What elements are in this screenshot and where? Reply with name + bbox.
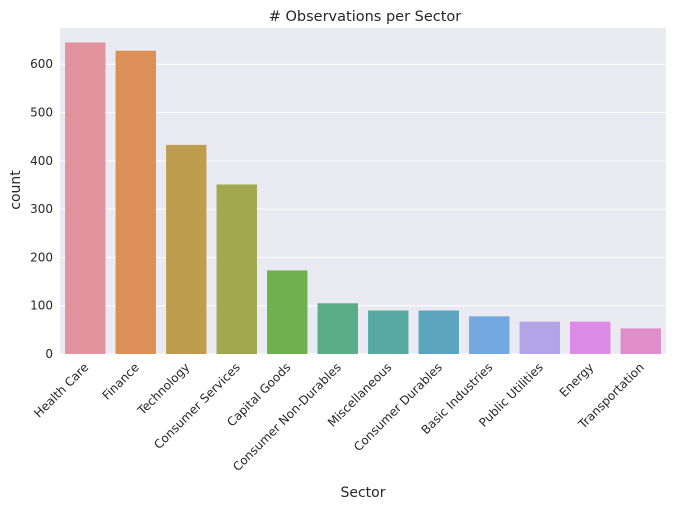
bar [519, 321, 560, 354]
bar [317, 303, 358, 354]
bar [368, 310, 409, 354]
bar [469, 316, 510, 354]
bar [65, 42, 106, 354]
y-axis-title: count [8, 170, 24, 210]
y-tick-labels: 0 100 200 300 400 500 600 [30, 57, 53, 361]
gridlines [60, 63, 666, 355]
bar [418, 310, 459, 354]
x-tick-label: Consumer Durables [351, 360, 445, 454]
bar [267, 270, 308, 354]
x-tick-label: Consumer Services [151, 360, 243, 452]
y-tick-label: 400 [30, 154, 53, 168]
y-tick-label: 0 [45, 347, 53, 361]
y-tick-label: 200 [30, 250, 53, 264]
x-tick-label: Health Care [31, 360, 91, 420]
bar [620, 328, 661, 354]
bar [166, 144, 207, 354]
chart-title: # Observations per Sector [269, 9, 462, 25]
y-tick-label: 300 [30, 202, 53, 216]
bar [115, 50, 156, 355]
x-tick-label: Finance [100, 360, 142, 402]
plot-background [60, 28, 666, 354]
y-tick-label: 500 [30, 106, 53, 120]
bars [65, 42, 661, 355]
y-tick-label: 100 [30, 299, 53, 313]
y-tick-label: 600 [30, 57, 53, 71]
x-tick-label: Energy [557, 360, 597, 400]
bar [570, 321, 611, 354]
bar [216, 184, 257, 354]
x-axis-title: Sector [340, 485, 385, 501]
